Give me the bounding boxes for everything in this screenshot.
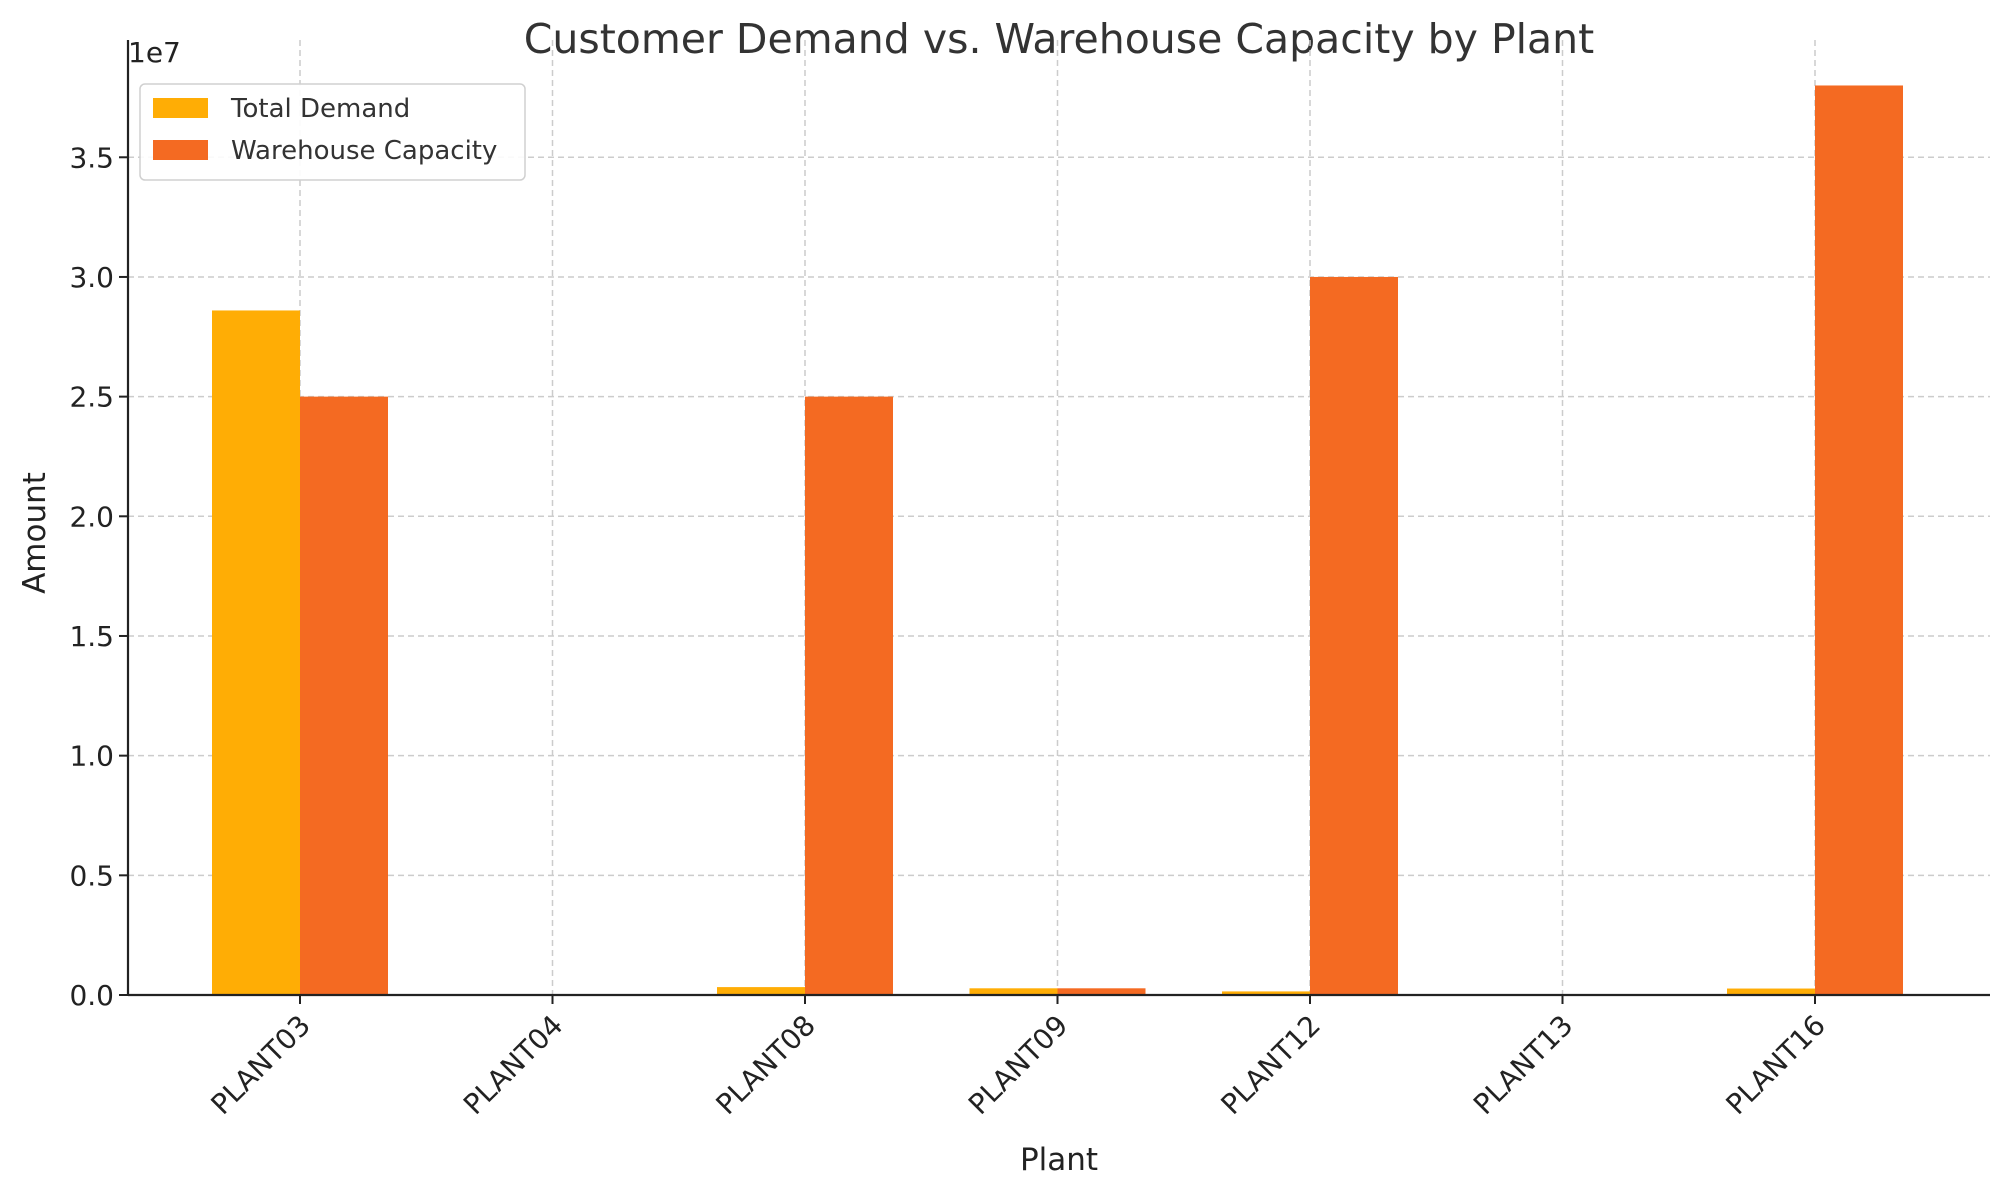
legend-frame [139, 83, 526, 181]
y-tick-label: 3.5 [69, 141, 114, 174]
bars [212, 85, 1903, 996]
bar-warehouse-capacity-plant03 [300, 396, 388, 996]
bar-total-demand-plant03 [212, 310, 300, 996]
bar-total-demand-plant08 [717, 987, 805, 995]
y-tick-label: 2.0 [69, 500, 114, 533]
grid [128, 40, 1990, 996]
legend: Total Demand Warehouse Capacity [139, 83, 526, 181]
bar-total-demand-plant09 [969, 988, 1058, 995]
bar-warehouse-capacity-plant08 [805, 396, 893, 996]
bar-total-demand-plant16 [1727, 988, 1815, 995]
bar-total-demand-plant12 [1222, 991, 1310, 995]
y-axis-label: Amount [17, 472, 53, 594]
x-tick-label: PLANT12 [1215, 1009, 1327, 1121]
x-tick-label: PLANT09 [962, 1009, 1074, 1121]
axes [126, 40, 1990, 997]
bar-warehouse-capacity-plant16 [1815, 85, 1903, 995]
bar-warehouse-capacity-plant09 [1057, 988, 1146, 995]
x-tick-label: PLANT13 [1467, 1009, 1579, 1121]
legend-label: Warehouse Capacity [231, 136, 497, 166]
x-tick-label: PLANT04 [457, 1009, 569, 1121]
legend-swatch [153, 98, 208, 118]
y-axis-offset-label: 1e7 [128, 36, 181, 69]
x-tick-label: PLANT16 [1720, 1009, 1832, 1121]
x-tick-label: PLANT08 [710, 1009, 822, 1121]
y-tick-label: 0.0 [69, 979, 114, 1012]
y-tick-label: 2.5 [69, 381, 114, 414]
y-tick-label: 3.0 [69, 261, 114, 294]
legend-label: Total Demand [230, 94, 410, 124]
y-tick-label: 1.5 [69, 620, 114, 653]
y-tick-label: 1.0 [69, 740, 114, 773]
x-axis-label: Plant [1020, 1142, 1098, 1178]
x-tick-label: PLANT03 [205, 1009, 317, 1121]
y-tick-label: 0.5 [69, 859, 114, 892]
legend-swatch [153, 140, 208, 160]
bar-warehouse-capacity-plant12 [1310, 276, 1398, 995]
chart-title: Customer Demand vs. Warehouse Capacity b… [524, 15, 1595, 63]
